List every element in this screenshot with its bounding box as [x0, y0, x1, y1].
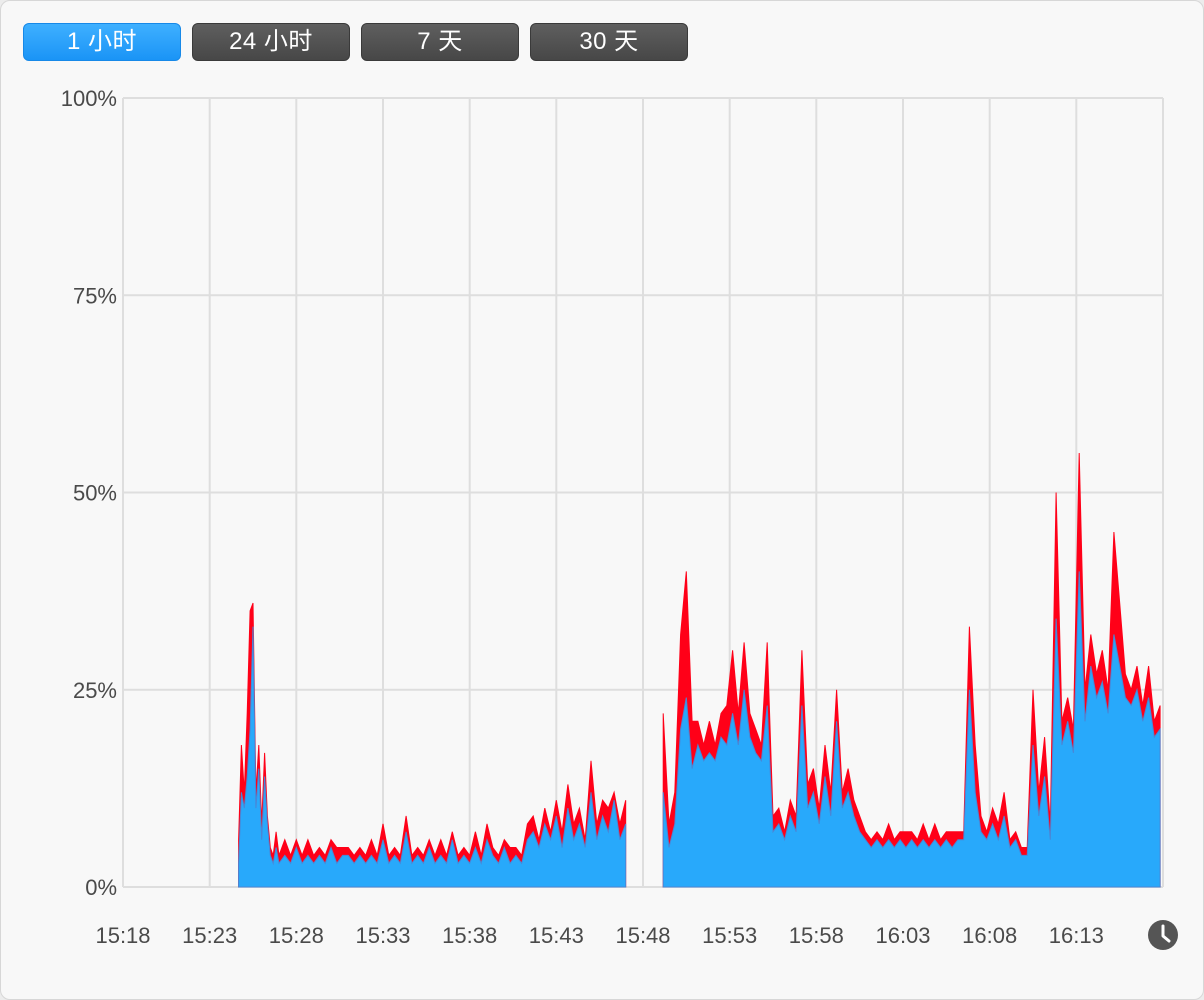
x-tick-label: 15:48 [615, 923, 670, 948]
range-button-1-hour[interactable]: 1 小时 [23, 23, 181, 61]
x-tick-label: 15:43 [529, 923, 584, 948]
user-cpu-area [662, 571, 1161, 888]
x-tick-label: 16:08 [962, 923, 1017, 948]
chart-grid [122, 97, 1164, 888]
x-tick-label: 15:33 [355, 923, 410, 948]
x-tick-label: 15:23 [182, 923, 237, 948]
range-button-30-days[interactable]: 30 天 [530, 23, 688, 61]
x-tick-label: 15:38 [442, 923, 497, 948]
x-tick-label: 15:58 [789, 923, 844, 948]
x-tick-label: 16:13 [1049, 923, 1104, 948]
x-tick-label: 16:03 [875, 923, 930, 948]
y-axis-labels: 100% 75% 50% 25% 0% [61, 86, 117, 900]
x-tick-label: 15:28 [269, 923, 324, 948]
clock-icon[interactable] [1148, 920, 1178, 950]
user-cpu-area [238, 626, 627, 888]
range-button-7-days[interactable]: 7 天 [361, 23, 519, 61]
x-tick-label: 15:53 [702, 923, 757, 948]
y-tick-label: 50% [73, 481, 117, 506]
time-range-selector: 1 小时 24 小时 7 天 30 天 [23, 23, 688, 61]
y-tick-label: 25% [73, 678, 117, 703]
y-tick-label: 0% [85, 875, 117, 900]
y-tick-label: 75% [73, 283, 117, 308]
x-tick-label: 15:18 [95, 923, 150, 948]
x-axis-labels: 15:18 15:23 15:28 15:33 15:38 15:43 15:48 15:53… [95, 923, 1103, 948]
chart-areas [238, 452, 1161, 888]
y-tick-label: 100% [61, 86, 117, 111]
range-button-24-hours[interactable]: 24 小时 [192, 23, 350, 61]
